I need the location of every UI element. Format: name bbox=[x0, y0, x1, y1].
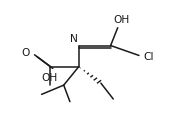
Text: OH: OH bbox=[113, 15, 130, 25]
Text: N: N bbox=[70, 34, 78, 44]
Text: OH: OH bbox=[41, 73, 58, 83]
Text: Cl: Cl bbox=[143, 52, 153, 62]
Text: O: O bbox=[22, 48, 30, 58]
